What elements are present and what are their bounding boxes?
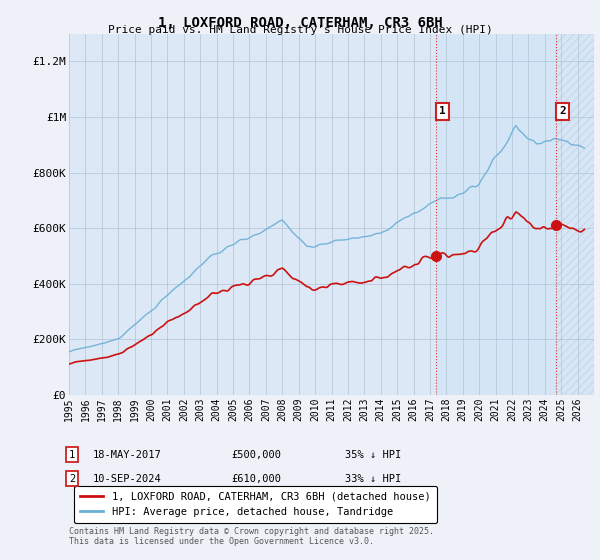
- Text: Contains HM Land Registry data © Crown copyright and database right 2025.
This d: Contains HM Land Registry data © Crown c…: [69, 526, 434, 546]
- Text: £610,000: £610,000: [231, 474, 281, 484]
- Text: 10-SEP-2024: 10-SEP-2024: [93, 474, 162, 484]
- Text: 35% ↓ HPI: 35% ↓ HPI: [345, 450, 401, 460]
- Text: 33% ↓ HPI: 33% ↓ HPI: [345, 474, 401, 484]
- Legend: 1, LOXFORD ROAD, CATERHAM, CR3 6BH (detached house), HPI: Average price, detache: 1, LOXFORD ROAD, CATERHAM, CR3 6BH (deta…: [74, 486, 437, 523]
- Bar: [556, 34, 594, 395]
- Text: Price paid vs. HM Land Registry's House Price Index (HPI): Price paid vs. HM Land Registry's House …: [107, 25, 493, 35]
- Text: £500,000: £500,000: [231, 450, 281, 460]
- Text: 2: 2: [69, 474, 75, 484]
- Text: 1: 1: [69, 450, 75, 460]
- Bar: [436, 34, 556, 395]
- Text: 1, LOXFORD ROAD, CATERHAM, CR3 6BH: 1, LOXFORD ROAD, CATERHAM, CR3 6BH: [158, 16, 442, 30]
- Text: 2: 2: [559, 106, 566, 116]
- Text: 18-MAY-2017: 18-MAY-2017: [93, 450, 162, 460]
- Text: 1: 1: [439, 106, 446, 116]
